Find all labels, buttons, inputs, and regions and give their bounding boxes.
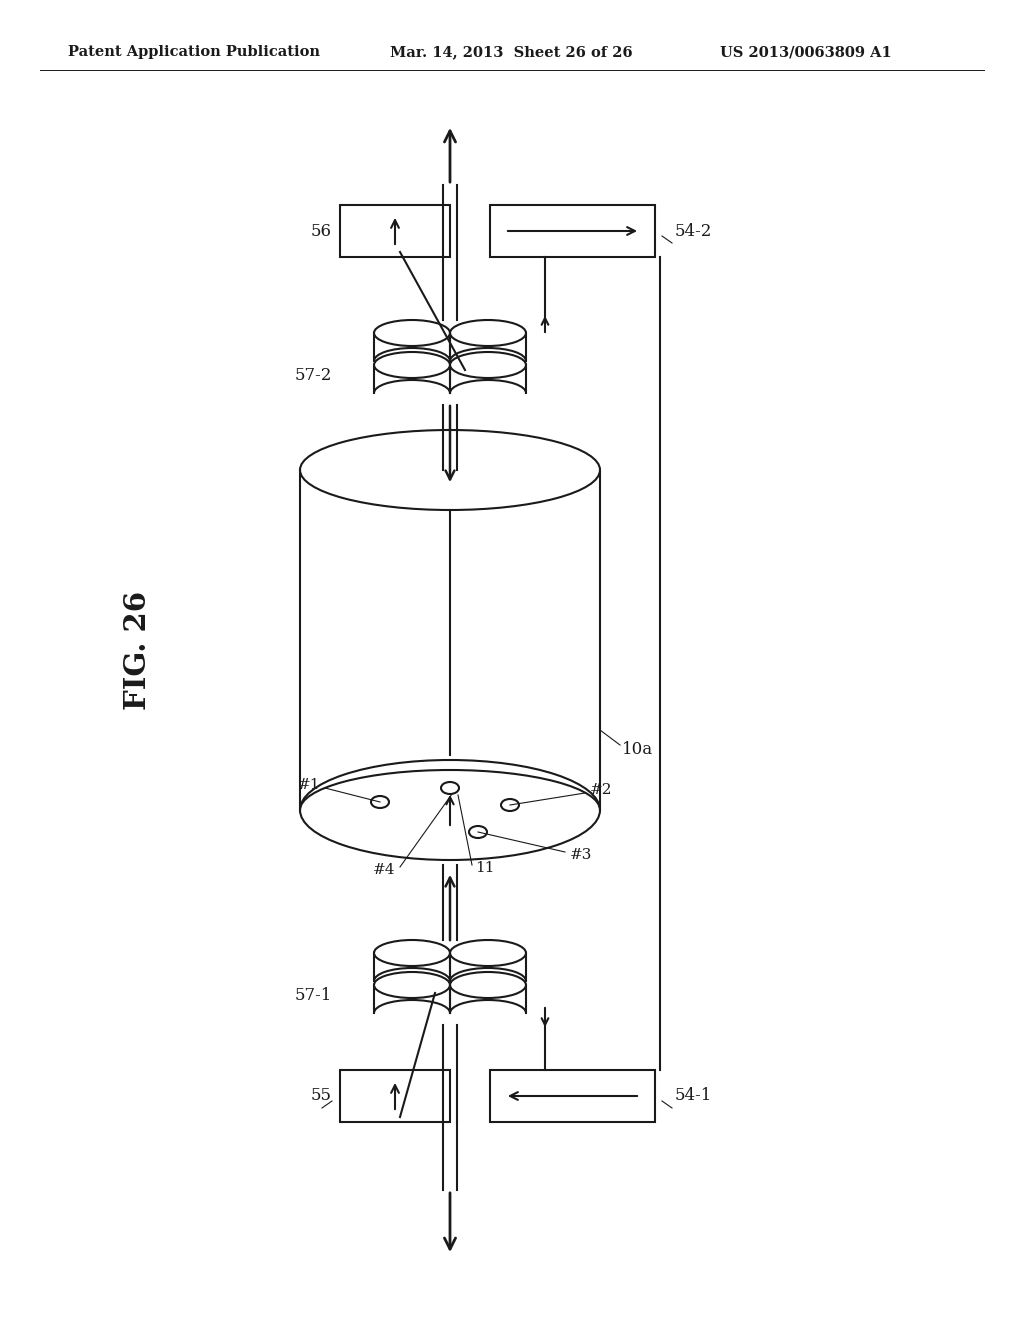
Text: 10a: 10a bbox=[622, 742, 653, 759]
Text: 11: 11 bbox=[475, 861, 495, 875]
Text: Mar. 14, 2013  Sheet 26 of 26: Mar. 14, 2013 Sheet 26 of 26 bbox=[390, 45, 633, 59]
Text: 57-1: 57-1 bbox=[295, 986, 332, 1003]
Text: #1: #1 bbox=[298, 777, 319, 792]
Text: US 2013/0063809 A1: US 2013/0063809 A1 bbox=[720, 45, 892, 59]
Text: 54-1: 54-1 bbox=[675, 1088, 713, 1105]
Text: #4: #4 bbox=[373, 863, 395, 876]
Text: #2: #2 bbox=[590, 783, 612, 797]
Text: 54-2: 54-2 bbox=[675, 223, 713, 239]
Bar bbox=[490, 1071, 655, 1122]
Bar bbox=[490, 205, 655, 257]
Text: #3: #3 bbox=[570, 847, 592, 862]
Bar bbox=[340, 1071, 450, 1122]
Text: FIG. 26: FIG. 26 bbox=[124, 590, 153, 710]
Text: 56: 56 bbox=[311, 223, 332, 239]
Text: 55: 55 bbox=[311, 1088, 332, 1105]
Bar bbox=[340, 205, 450, 257]
Text: Patent Application Publication: Patent Application Publication bbox=[68, 45, 319, 59]
Text: 57-2: 57-2 bbox=[295, 367, 332, 384]
